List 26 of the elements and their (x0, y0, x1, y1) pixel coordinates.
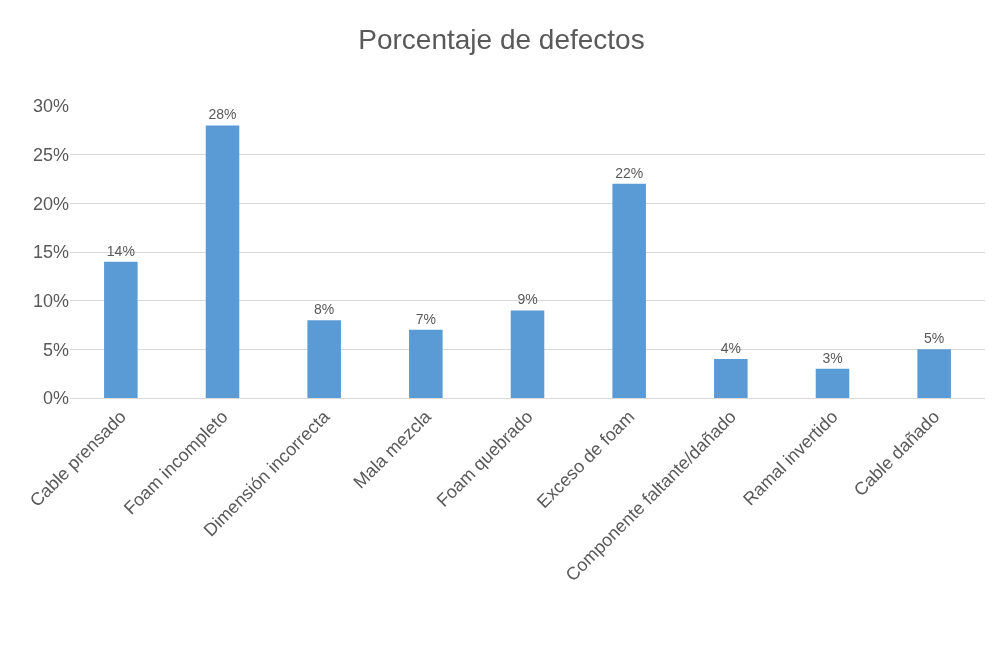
data-label: 8% (314, 301, 335, 318)
bar (917, 349, 951, 398)
bar (104, 261, 138, 398)
y-tick-label: 10% (32, 290, 69, 311)
y-tick-label: 20% (32, 193, 69, 214)
data-label: 9% (517, 291, 538, 308)
bar (714, 359, 748, 398)
data-label: 28% (208, 106, 237, 123)
bar (307, 320, 341, 398)
y-tick-label: 15% (32, 242, 69, 263)
bar (510, 310, 545, 398)
data-label: 7% (415, 310, 436, 327)
y-tick-label: 0% (42, 388, 69, 409)
data-label: 22% (615, 164, 644, 181)
data-label: 4% (720, 340, 741, 357)
bar (815, 368, 850, 398)
bar (409, 329, 443, 398)
chart-title: Porcentaje de defectos (358, 24, 645, 56)
data-label: 5% (924, 330, 945, 347)
y-tick-label: 30% (32, 96, 69, 117)
y-tick-label: 5% (42, 339, 69, 360)
y-tick-label: 25% (32, 144, 69, 165)
data-label: 3% (822, 349, 843, 366)
bar (205, 125, 240, 398)
data-label: 14% (106, 242, 135, 259)
bar (612, 183, 646, 398)
